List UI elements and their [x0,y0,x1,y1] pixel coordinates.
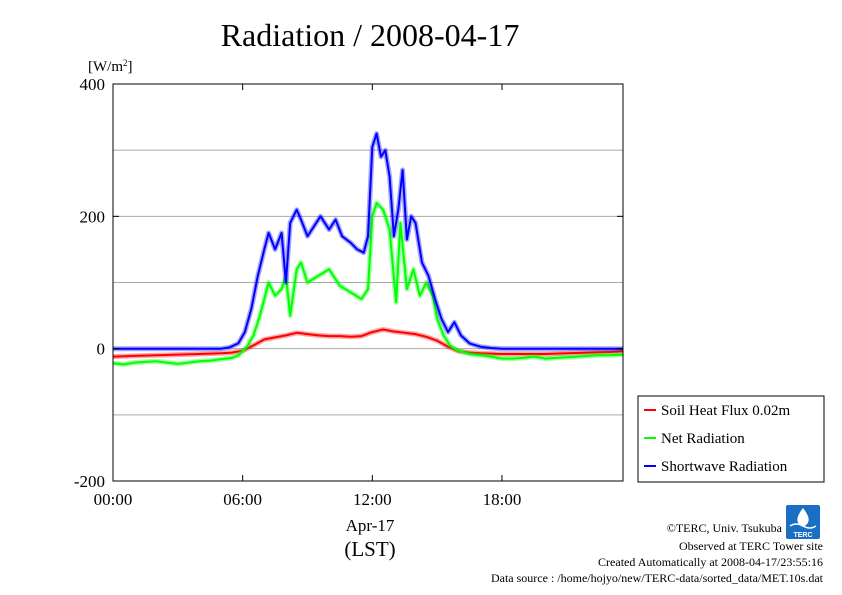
y-tick-label: 200 [80,207,106,226]
x-axis: 00:00 06:00 12:00 18:00 [94,84,522,509]
credit-source: Data source : /home/hojyo/new/TERC-data/… [491,571,824,585]
x-tick-label: 18:00 [483,490,522,509]
drop-icon [797,508,809,527]
legend-label: Net Radiation [661,431,745,447]
plot-frame [112,83,624,482]
x-tick-label: 12:00 [353,490,392,509]
legend-label: Soil Heat Flux 0.02m [661,403,791,419]
wave-icon [789,523,817,529]
terc-logo: TERC [786,505,820,539]
series-line [112,202,624,366]
legend: Soil Heat Flux 0.02m Net Radiation Shortwa… [637,395,825,483]
legend-box [637,395,825,483]
x-axis-date: Apr-17 [346,516,395,535]
series-halo [113,131,623,352]
y-tick-label: 0 [97,340,106,359]
series-line [112,328,624,358]
credit-observed: Observed at TERC Tower site [679,539,823,553]
x-tick-label: 00:00 [94,490,133,509]
x-tick-label: 06:00 [223,490,262,509]
x-axis-label: (LST) [344,537,395,561]
y-axis-unit: [W/m2] [88,58,133,75]
credit-copyright: ©TERC, Univ. Tsukuba [667,521,783,535]
legend-label: Shortwave Radiation [661,459,788,475]
chart-title: Radiation / 2008-04-17 [221,17,520,53]
series-layer [112,131,624,367]
series-line [113,132,623,350]
y-axis: -200 0 200 400 [74,75,623,491]
y-tick-label: 400 [80,75,106,94]
credit-created: Created Automatically at 2008-04-17/23:5… [598,555,823,569]
logo-text: TERC [793,532,812,539]
y-tick-label: -200 [74,472,105,491]
